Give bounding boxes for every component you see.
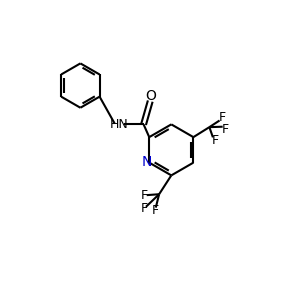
Text: F: F [141,189,148,202]
Text: N: N [141,155,152,169]
Text: F: F [212,134,219,147]
Text: F: F [152,204,159,217]
Text: F: F [219,111,226,124]
Text: HN: HN [110,118,129,131]
Text: O: O [145,89,156,103]
Text: F: F [141,202,148,215]
Text: F: F [222,123,229,136]
